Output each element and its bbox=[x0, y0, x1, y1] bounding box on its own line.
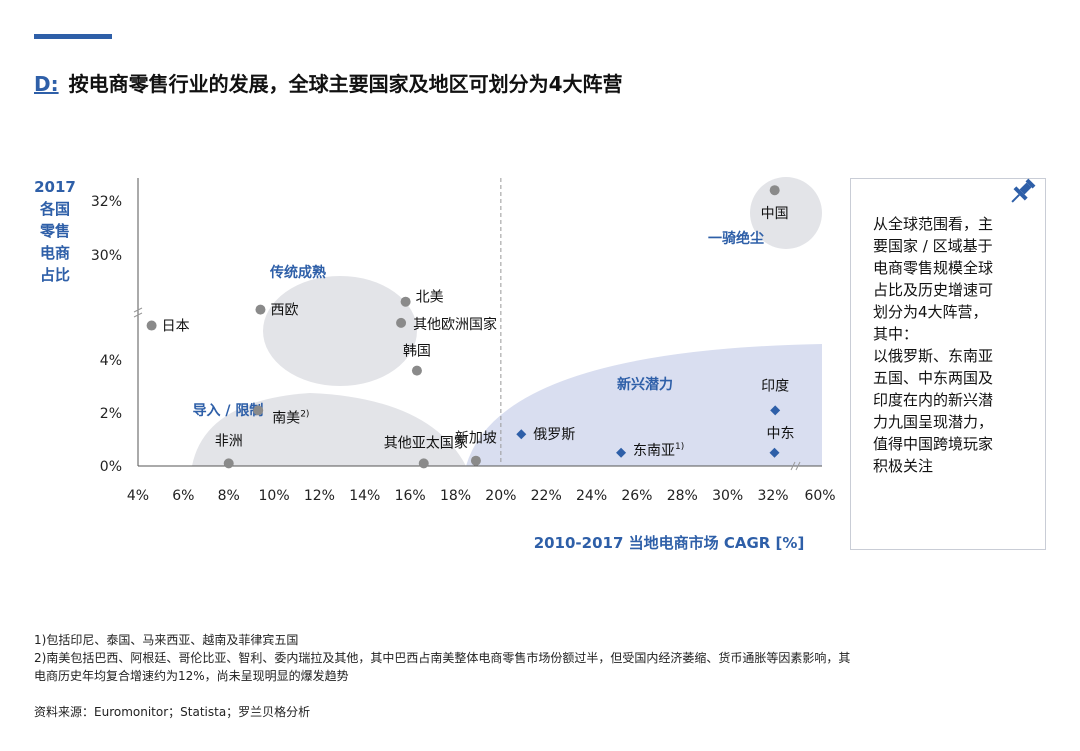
group-label: 新兴潜力 bbox=[617, 376, 673, 393]
point-label: 印度 bbox=[761, 378, 789, 394]
x-tick-label: 22% bbox=[531, 488, 562, 504]
summary-note-box: 从全球范围看，主 要国家 / 区域基于 电商零售规模全球 占比及历史增速可 划分… bbox=[850, 178, 1046, 550]
point-label: 中东 bbox=[767, 426, 795, 442]
x-tick-label: 18% bbox=[440, 488, 471, 504]
note-line: 电商零售规模全球 bbox=[873, 259, 994, 277]
data-point bbox=[223, 458, 234, 469]
bubble-leader bbox=[750, 177, 822, 249]
note-line: 从全球范围看，主 bbox=[873, 215, 994, 233]
footnote: 1)包括印尼、泰国、马来西亚、越南及菲律宾五国 bbox=[34, 633, 299, 647]
note-line: 积极关注 bbox=[873, 457, 934, 475]
point-label: 东南亚1) bbox=[633, 442, 684, 459]
y-axis-label-line: 2017 bbox=[34, 178, 76, 196]
data-point bbox=[616, 447, 627, 458]
section-label: D: bbox=[34, 72, 59, 96]
note-line: 值得中国跨境玩家 bbox=[873, 435, 994, 453]
point-label-superscript: 2) bbox=[300, 409, 309, 419]
y-tick-label: 2% bbox=[100, 406, 122, 422]
data-point bbox=[255, 304, 266, 315]
bubble-mature bbox=[263, 276, 417, 386]
x-tick-label: 8% bbox=[218, 488, 240, 504]
x-tick-label: 10% bbox=[259, 488, 290, 504]
note-line: 五国、中东两国及 bbox=[873, 369, 994, 387]
data-point bbox=[769, 185, 780, 196]
x-tick-label: 4% bbox=[127, 488, 149, 504]
data-point bbox=[516, 429, 527, 440]
data-point bbox=[146, 320, 157, 331]
x-axis-break bbox=[790, 461, 801, 471]
data-point bbox=[396, 317, 407, 328]
note-line: 力九国呈现潜力， bbox=[873, 413, 994, 431]
x-tick-label: 26% bbox=[621, 488, 652, 504]
group-label: 一骑绝尘 bbox=[708, 230, 764, 247]
note-line: 印度在内的新兴潜 bbox=[873, 391, 994, 409]
y-tick-label: 4% bbox=[100, 353, 122, 369]
y-axis-label: 2017 各国 零售 电商 占比 bbox=[30, 176, 80, 286]
note-line: 划分为4大阵营， bbox=[873, 303, 988, 321]
page-title: D: 按电商零售行业的发展，全球主要国家及地区可划分为4大阵营 bbox=[34, 68, 623, 97]
footnote: 2)南美包括巴西、阿根廷、哥伦比亚、智利、委内瑞拉及其他，其中巴西占南美整体电商… bbox=[34, 651, 851, 665]
note-line: 其中： bbox=[873, 325, 919, 343]
point-label: 日本 bbox=[162, 319, 190, 335]
note-line: 以俄罗斯、东南亚 bbox=[873, 347, 994, 365]
title-text: 按电商零售行业的发展，全球主要国家及地区可划分为4大阵营 bbox=[68, 72, 623, 96]
data-point bbox=[418, 458, 429, 469]
x-tick-label: 14% bbox=[349, 488, 380, 504]
point-label: 其他欧洲国家 bbox=[413, 316, 497, 333]
point-label: 新加坡 bbox=[455, 431, 497, 447]
x-tick-label: 32% bbox=[757, 488, 788, 504]
top-accent-bar bbox=[34, 34, 112, 39]
x-axis-label: 2010-2017 当地电商市场 CAGR [%] bbox=[533, 534, 805, 552]
y-axis-label-line: 零售 bbox=[39, 222, 70, 240]
point-label: 南美2) bbox=[272, 409, 309, 426]
summary-note-text: 从全球范围看，主 要国家 / 区域基于 电商零售规模全球 占比及历史增速可 划分… bbox=[873, 213, 1037, 477]
footnotes: 1)包括印尼、泰国、马来西亚、越南及菲律宾五国 2)南美包括巴西、阿根廷、哥伦比… bbox=[34, 631, 1044, 685]
y-axis-label-line: 电商 bbox=[39, 244, 70, 262]
x-tick-label: 16% bbox=[395, 488, 426, 504]
point-label: 北美 bbox=[416, 290, 444, 306]
y-tick-label: 30% bbox=[91, 248, 122, 264]
footnote: 电商历史年均复合增速约为12%，尚未呈现明显的爆发趋势 bbox=[34, 669, 349, 683]
point-label: 其他亚太国家 bbox=[384, 434, 468, 451]
data-point bbox=[770, 405, 781, 416]
note-line: 要国家 / 区域基于 bbox=[873, 237, 993, 255]
x-tick-label: 12% bbox=[304, 488, 335, 504]
point-label: 中国 bbox=[761, 206, 789, 222]
x-tick-label: 60% bbox=[804, 488, 835, 504]
y-tick-label: 0% bbox=[100, 459, 122, 475]
x-tick-label: 30% bbox=[712, 488, 743, 504]
bubble-emerging bbox=[466, 344, 822, 466]
pin-icon bbox=[1011, 178, 1036, 203]
point-label: 俄罗斯 bbox=[533, 427, 575, 443]
group-label: 传统成熟 bbox=[269, 264, 326, 281]
group-label: 导入 / 限制 bbox=[193, 402, 264, 419]
y-axis-break bbox=[133, 307, 143, 318]
data-point bbox=[411, 365, 422, 376]
point-label: 西欧 bbox=[270, 303, 298, 319]
y-axis-label-line: 各国 bbox=[39, 200, 70, 218]
x-tick-label: 6% bbox=[172, 488, 194, 504]
point-label: 非洲 bbox=[215, 433, 243, 449]
point-label-superscript: 1) bbox=[675, 442, 684, 452]
source-line: 资料来源：Euromonitor；Statista；罗兰贝格分析 bbox=[34, 705, 311, 719]
data-point bbox=[470, 455, 481, 466]
note-line: 占比及历史增速可 bbox=[873, 281, 994, 299]
data-point bbox=[253, 405, 264, 416]
point-label: 韩国 bbox=[403, 344, 431, 360]
data-point bbox=[769, 447, 780, 458]
y-axis-label-line: 占比 bbox=[39, 266, 70, 284]
x-tick-label: 20% bbox=[485, 488, 516, 504]
x-tick-label: 28% bbox=[667, 488, 698, 504]
data-point bbox=[400, 296, 411, 307]
x-tick-label: 24% bbox=[576, 488, 607, 504]
y-tick-label: 32% bbox=[91, 194, 122, 210]
